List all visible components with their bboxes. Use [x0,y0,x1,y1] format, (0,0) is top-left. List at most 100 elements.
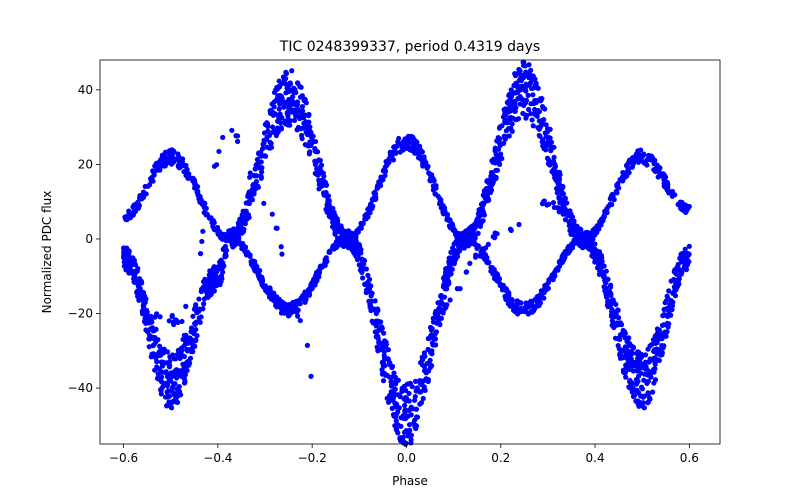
data-point [184,367,190,374]
data-point [313,171,319,177]
data-point [390,412,397,418]
data-point [611,309,617,315]
data-point [624,361,630,368]
data-point [538,98,544,104]
data-point [530,123,536,129]
data-point [630,368,637,374]
data-point [569,241,575,247]
data-point [682,202,689,208]
data-point [411,397,418,403]
data-point [499,155,505,162]
data-point [523,87,529,94]
data-point [645,391,651,397]
data-point [628,356,634,362]
data-point [540,105,547,111]
data-point [302,142,308,148]
data-point [622,346,628,353]
data-point [149,174,155,180]
data-point [278,125,284,131]
data-point [475,215,481,221]
data-point [316,177,322,183]
data-point [167,358,173,365]
data-point [150,335,156,342]
data-point [283,69,289,75]
data-point [501,140,507,146]
data-point [528,101,534,107]
data-point [420,378,427,384]
data-point [679,269,685,275]
data-point [193,302,199,308]
data-point [601,269,607,276]
data-point [245,193,251,200]
data-point [676,281,682,287]
data-point [679,258,686,265]
data-point [291,308,298,314]
data-point [262,283,269,289]
data-point [530,92,536,98]
data-point [485,187,492,193]
data-point [295,313,301,319]
data-point [547,162,553,168]
data-point [683,256,690,262]
data-point [469,240,475,246]
data-point [281,104,287,110]
data-point [394,401,400,407]
x-tick-label: −0.2 [298,451,327,465]
data-point [151,341,157,348]
data-point [192,320,198,327]
data-point [530,307,536,313]
data-point [556,195,562,201]
data-point [445,265,451,271]
data-point [325,208,332,214]
data-point [243,208,249,214]
data-point [641,151,647,157]
data-point [217,259,223,265]
data-point [608,301,614,307]
data-point [295,80,301,86]
data-point [449,221,455,228]
data-point [385,347,391,353]
data-point [356,262,362,268]
data-point [158,387,164,394]
data-point [669,193,675,199]
data-point [551,154,557,160]
data-point [135,265,141,272]
data-point [207,278,214,284]
data-point [135,283,141,289]
data-point [249,258,255,264]
data-point [275,303,282,309]
data-point [513,80,519,86]
data-point [293,113,299,119]
data-point [179,345,185,351]
data-point [668,278,674,284]
data-point [443,282,449,288]
data-point [220,134,226,141]
data-point [505,291,511,297]
data-point [588,233,594,239]
data-point [204,294,210,300]
data-point [508,115,514,121]
data-point [252,268,258,274]
data-point [369,196,375,203]
data-point [617,177,623,183]
data-point [201,301,207,307]
data-point [494,138,500,144]
data-point [373,318,379,324]
data-point [387,398,393,404]
data-point [368,293,374,299]
data-point [413,414,420,420]
data-point [628,382,634,388]
data-point [579,239,585,245]
x-axis-label: Phase [392,474,428,488]
data-point [541,295,547,301]
data-point [459,242,465,248]
data-point [429,362,435,369]
data-point [139,280,145,286]
data-point [143,191,149,197]
x-tick-label: 0.6 [680,451,699,465]
data-point [325,202,331,208]
data-point [393,418,399,424]
data-point [199,238,205,245]
data-point [358,220,364,226]
x-tick-label: 0.4 [586,451,605,465]
